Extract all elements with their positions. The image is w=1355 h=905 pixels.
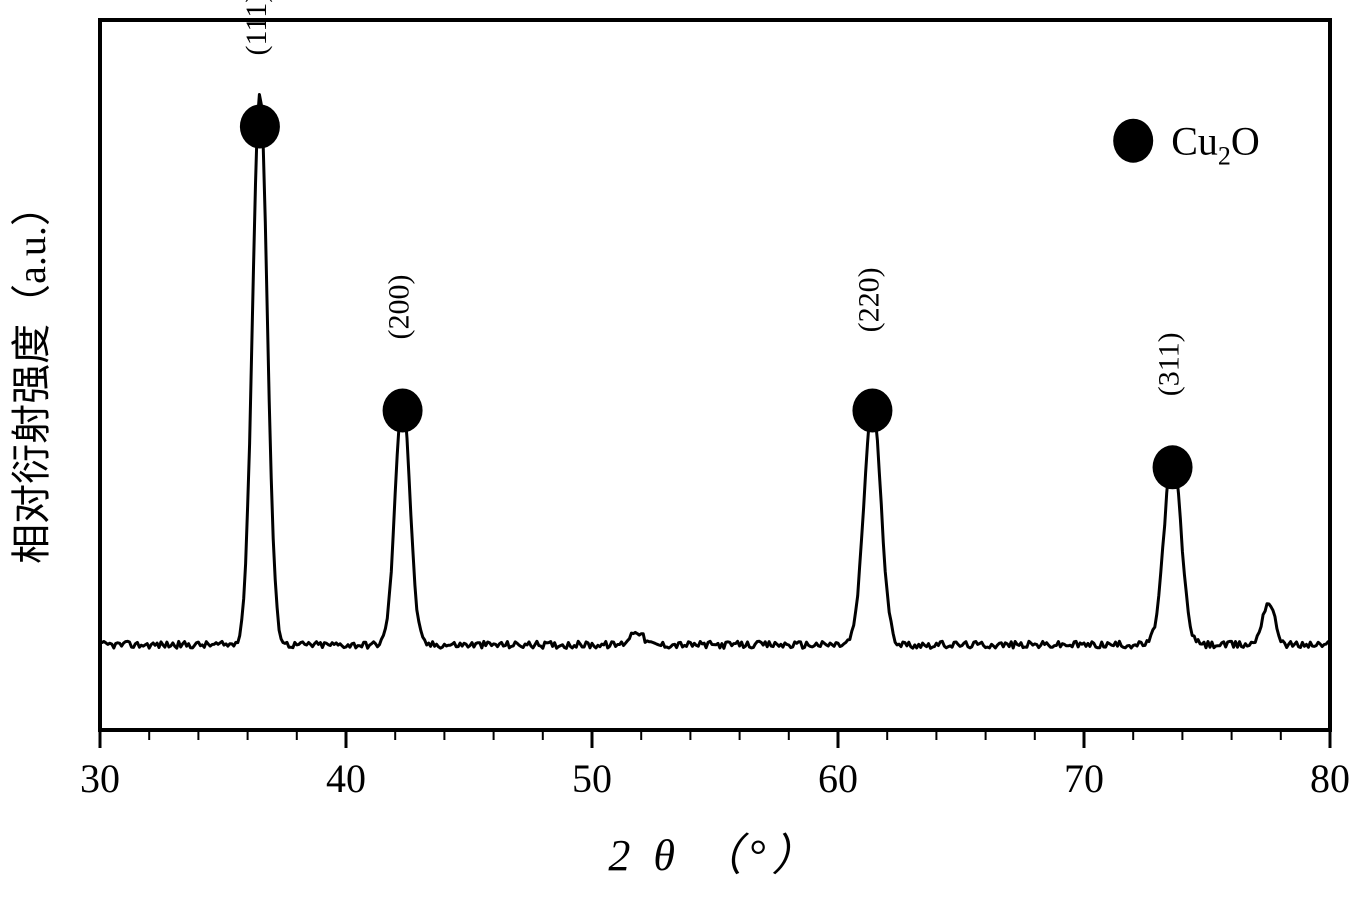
x-axis-label: 2 θ （°） (608, 831, 821, 880)
peak-marker-icon (852, 389, 892, 433)
xtick-label: 60 (818, 756, 858, 801)
legend-marker-icon (1113, 119, 1153, 163)
y-axis-label: 相对衍射强度（a.u.） (9, 186, 54, 564)
peak-label: (311) (1153, 332, 1186, 396)
peak-marker-icon (383, 389, 423, 433)
xtick-label: 80 (1310, 756, 1350, 801)
peak-label: (200) (383, 275, 416, 340)
xtick-label: 40 (326, 756, 366, 801)
peak-marker-icon (240, 105, 280, 149)
xtick-label: 70 (1064, 756, 1104, 801)
xtick-label: 30 (80, 756, 120, 801)
legend-label: Cu2O (1171, 119, 1260, 171)
peak-label: (220) (852, 267, 885, 332)
xrd-chart: 30 40 50 60 70 80 2 θ （°） 相对衍射强度（a.u.） (111) (200… (0, 0, 1355, 905)
peak-marker-icon (1153, 445, 1193, 489)
peak-label: (111) (240, 0, 273, 56)
xtick-label: 50 (572, 756, 612, 801)
